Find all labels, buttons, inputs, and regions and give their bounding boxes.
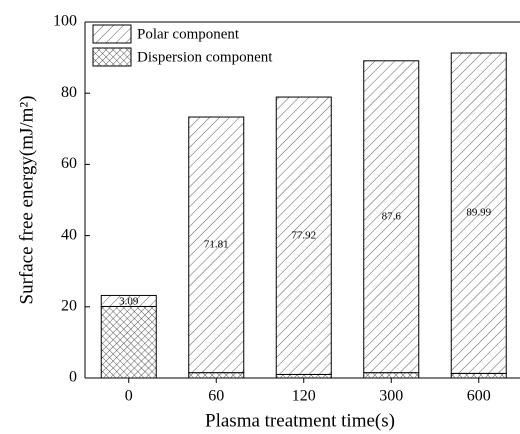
x-tick-label: 600 (467, 388, 491, 405)
bar-segment (450, 372, 507, 379)
value-label: 71.81 (204, 238, 229, 250)
value-label: 77.92 (291, 229, 316, 241)
bar-segment (363, 60, 420, 374)
x-axis-label: Plasma treatment time(s) (205, 410, 395, 431)
bar-segment (100, 305, 157, 379)
y-tick-label: 40 (61, 226, 77, 243)
legend-swatch (92, 24, 132, 44)
y-axis-label: Surface free energy(mJ/m²) (16, 96, 37, 305)
bar-segment (363, 372, 420, 379)
bar-segment (188, 116, 245, 374)
y-tick-label: 80 (61, 84, 77, 101)
bar-segment (100, 294, 157, 307)
value-label: 87.6 (382, 210, 402, 222)
value-label: 89.99 (466, 207, 491, 219)
x-tick-label: 300 (379, 388, 403, 405)
y-tick-label: 0 (69, 369, 77, 386)
y-tick-label: 20 (61, 297, 77, 314)
x-tick-label: 60 (208, 388, 224, 405)
x-tick-label: 120 (292, 388, 316, 405)
bar-segment (275, 96, 332, 375)
bar-segment (450, 52, 507, 374)
bar-segment (275, 373, 332, 379)
y-tick-label: 60 (61, 155, 77, 172)
bar-segment (188, 372, 245, 379)
value-label: 3.09 (119, 295, 139, 307)
legend-label: Polar component (137, 26, 240, 42)
legend-label: Dispersion component (137, 49, 273, 65)
y-tick-label: 100 (53, 13, 77, 30)
legend-swatch (92, 47, 132, 67)
x-tick-label: 0 (125, 388, 133, 405)
